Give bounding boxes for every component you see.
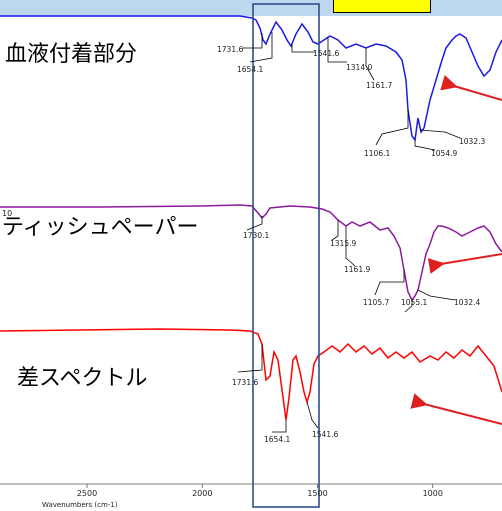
x-axis-tick-label: 1000: [423, 489, 443, 498]
peak-label: 1314.0: [346, 63, 372, 72]
x-axis-title: Wavenumbers (cm-1): [42, 501, 118, 509]
peak-label: 1654.1: [237, 65, 263, 74]
peak-label: 1106.1: [364, 149, 390, 158]
x-axis-tick-label: 2500: [77, 489, 97, 498]
peak-label: 1315.9: [330, 239, 356, 248]
blood-spectrum-line: [0, 15, 502, 142]
peak-label: 1541.6: [313, 49, 339, 58]
x-axis-tick-label: 1500: [307, 489, 327, 498]
difference-spectrum-label: 差スペクトル: [17, 366, 147, 391]
tissue-spectrum-label: ティッシュペーパー: [2, 215, 198, 240]
peak-label: 1105.7: [363, 298, 389, 307]
peak-label: 1541.6: [312, 430, 338, 439]
peak-label: 1161.7: [366, 81, 392, 90]
blood-spectrum-label: 血液付着部分: [5, 42, 137, 67]
peak-leader-lines: [237, 32, 461, 433]
highlight-region-box: [252, 3, 320, 508]
title-badge: [333, 0, 431, 13]
arrow-blood: [440, 74, 502, 101]
peak-label: 1730.1: [243, 231, 269, 240]
peak-label: 1731.6: [232, 378, 258, 387]
x-axis-ticks: 2500 2000 1500 1000: [77, 484, 443, 498]
peak-labels: 1731.6 1654.1 1541.6 1314.0 1161.7 1106.…: [217, 45, 485, 444]
arrow-difference: [410, 393, 502, 425]
peak-label: 1055.1: [401, 298, 427, 307]
tissue-spectrum-line: [0, 204, 502, 302]
peak-label: 1654.1: [264, 435, 290, 444]
peak-label: 1161.9: [344, 265, 370, 274]
difference-spectrum-line: [0, 328, 502, 421]
peak-label: 1032.3: [459, 137, 485, 146]
peak-label: 1032.4: [454, 298, 480, 307]
tissue-axis-mark: 10: [2, 209, 12, 218]
annotation-arrows: [410, 74, 502, 425]
x-axis-tick-label: 2000: [192, 489, 212, 498]
peak-label: 1731.6: [217, 45, 243, 54]
arrow-tissue: [427, 253, 502, 274]
peak-label: 1054.9: [431, 149, 457, 158]
